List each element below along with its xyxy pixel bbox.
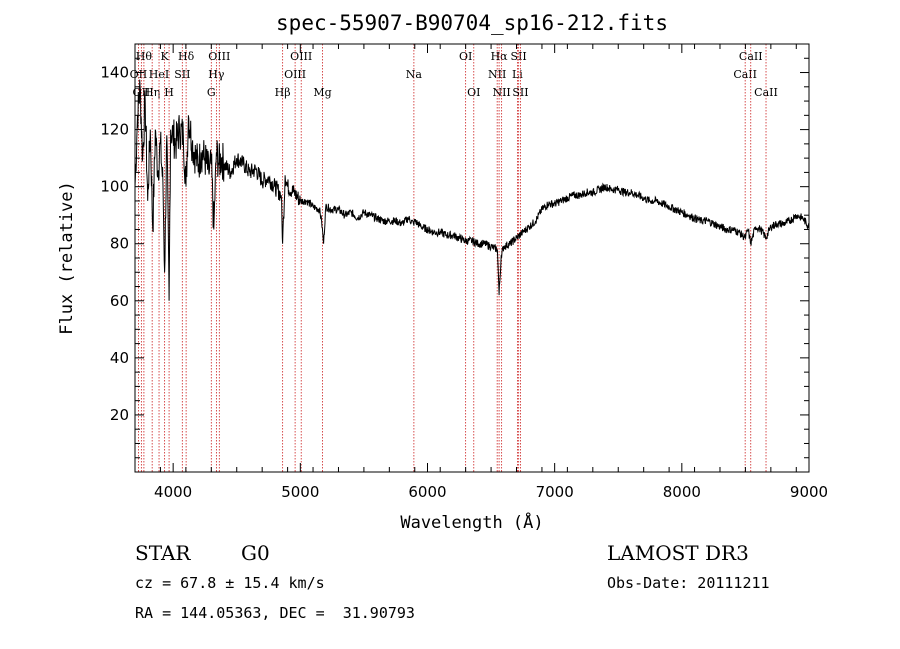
line-label: SII (512, 86, 528, 99)
line-label: K (161, 50, 170, 63)
line-label: OI (459, 50, 472, 63)
x-tick-label: 8000 (663, 483, 701, 501)
line-label: OIII (290, 50, 312, 63)
x-tick-label: 7000 (536, 483, 574, 501)
line-label: CaII (733, 68, 757, 81)
line-label: Hα (491, 50, 509, 63)
chart-title: spec-55907-B90704_sp16-212.fits (276, 11, 668, 35)
line-label: OIII (284, 68, 306, 81)
line-label: CaII (754, 86, 778, 99)
line-label: H (164, 86, 174, 99)
line-label: NII (492, 86, 510, 99)
observation-date: Obs-Date: 20111211 (607, 574, 770, 592)
y-tick-label: 20 (110, 406, 129, 424)
spectral-line-markers: OIIOIIHθHηHeIKHSIIHδGHγOIIIHβOIIIOIIIMgN… (130, 44, 778, 472)
line-label: SII (174, 68, 190, 81)
line-label: OI (467, 86, 480, 99)
y-tick-label: 120 (100, 121, 129, 139)
y-axis-label: Flux (relative) (57, 181, 77, 335)
line-label: Hγ (208, 68, 225, 81)
coordinates: RA = 144.05363, DEC = 31.90793 (135, 604, 415, 622)
redshift-velocity: cz = 67.8 ± 15.4 km/s (135, 574, 325, 592)
y-axis-ticks: 20 40 60 80 100 120 140 (100, 57, 809, 459)
line-label: Hβ (275, 86, 291, 99)
line-label: Mg (313, 86, 331, 99)
object-class: STAR (135, 541, 191, 565)
object-subclass: G0 (241, 541, 270, 565)
survey-name: LAMOST DR3 (607, 541, 749, 565)
y-tick-label: 80 (110, 235, 129, 253)
line-label: Na (406, 68, 423, 81)
x-axis-ticks: 4000 5000 6000 7000 8000 9000 (134, 44, 828, 501)
line-label: CaII (739, 50, 763, 63)
y-tick-label: 60 (110, 292, 129, 310)
y-tick-label: 40 (110, 349, 129, 367)
line-label: G (207, 86, 216, 99)
line-label: NII (488, 68, 506, 81)
x-tick-label: 4000 (154, 483, 192, 501)
plot-frame (134, 43, 810, 473)
x-tick-label: 6000 (408, 483, 446, 501)
x-tick-label: 5000 (281, 483, 319, 501)
spectrum-chart: spec-55907-B90704_sp16-212.fits OII OII Hθ… (57, 11, 828, 533)
line-label: OII (132, 86, 150, 99)
line-label: Li (512, 68, 523, 81)
line-label: Hδ (178, 50, 195, 63)
x-axis-label: Wavelength (Å) (400, 511, 543, 533)
spectrum-line (134, 79, 810, 301)
line-label: Hθ (136, 50, 153, 63)
line-label: OIII (208, 50, 230, 63)
line-label: SII (511, 50, 527, 63)
line-label: HeI (149, 68, 169, 81)
line-label: OII (130, 68, 148, 81)
y-tick-label: 100 (100, 178, 129, 196)
x-tick-label: 9000 (790, 483, 828, 501)
line-label: Hη (144, 86, 160, 99)
y-tick-label: 140 (100, 64, 129, 82)
